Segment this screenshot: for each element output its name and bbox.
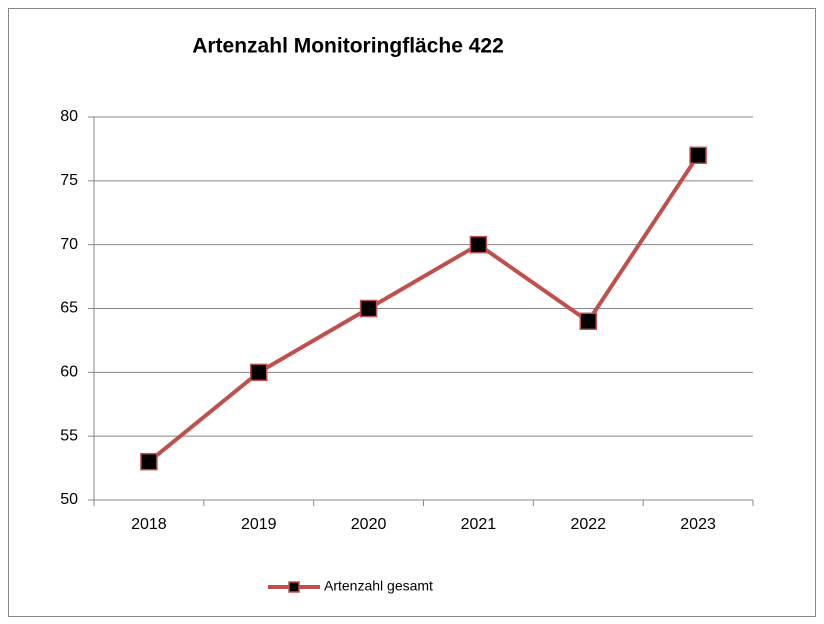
line-series: [147, 154, 700, 464]
y-tick-label: 55: [60, 427, 78, 444]
data-point: [359, 299, 378, 318]
y-tick-label: 50: [60, 491, 78, 508]
data-point: [689, 146, 707, 165]
x-tick-label: 2019: [241, 516, 277, 533]
data-point: [250, 363, 268, 382]
x-tick-label: 2018: [131, 516, 167, 533]
y-tick-label: 60: [60, 364, 78, 381]
legend-label: Artenzahl gesamt: [324, 578, 433, 594]
legend-marker: [288, 581, 300, 593]
chart-title: Artenzahl Monitoringfläche 422: [192, 35, 504, 58]
data-point: [140, 452, 158, 471]
data-point: [469, 235, 488, 254]
chart-border: [8, 8, 816, 617]
y-tick-label: 70: [60, 236, 78, 253]
x-tick-label: 2021: [461, 516, 497, 533]
y-tick-label: 80: [60, 108, 78, 125]
y-tick-label: 65: [60, 300, 78, 317]
x-tick-label: 2023: [680, 516, 716, 533]
y-tick-label: 75: [60, 172, 78, 189]
x-tick-label: 2022: [570, 516, 606, 533]
x-tick-label: 2020: [351, 516, 387, 533]
data-point: [579, 312, 597, 331]
